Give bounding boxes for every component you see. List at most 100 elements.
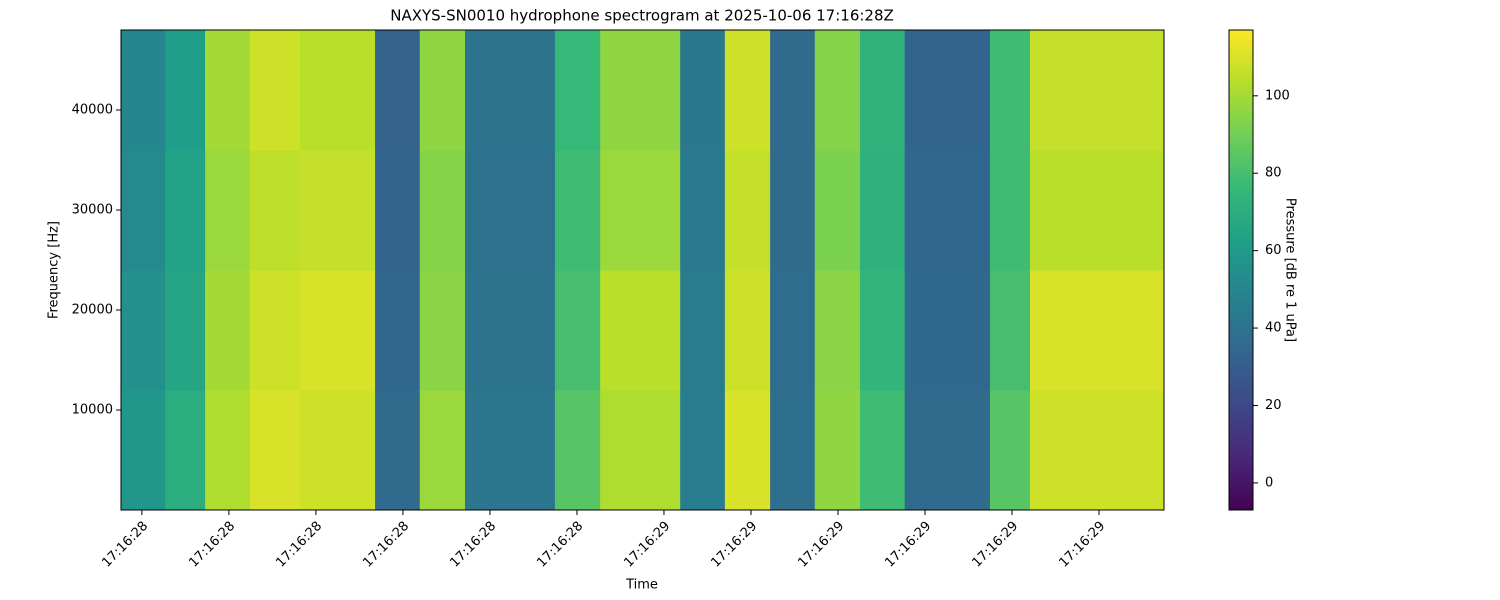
heatmap-cell [814,390,861,511]
heatmap-cell [165,270,206,391]
heatmap-cell [554,390,601,511]
heatmap-cell [989,30,1031,151]
y-tick-label: 20000 [72,303,113,318]
x-tick-label: 17:16:29 [882,519,934,571]
heatmap-cell [464,270,556,391]
heatmap-cell [904,270,991,391]
heatmap-cell [904,390,991,511]
heatmap-cell [375,30,421,151]
x-tick-label: 17:16:28 [360,519,412,571]
heatmap-cell [770,30,816,151]
heatmap-cell [419,390,466,511]
heatmap-cell [419,270,466,391]
heatmap-cell [419,30,466,151]
heatmap-cell [770,270,816,391]
chart-title: NAXYS-SN0010 hydrophone spectrogram at 2… [390,7,894,25]
heatmap-cell [724,390,771,511]
heatmap-cell [205,390,251,511]
x-tick-label: 17:16:29 [708,519,760,571]
heatmap-cell [299,150,376,271]
y-tick-label: 40000 [72,103,113,118]
heatmap-cell [600,390,681,511]
colorbar-tick-label: 80 [1265,166,1282,181]
heatmap-cell [205,30,251,151]
heatmap-cell [724,30,771,151]
x-tick-label: 17:16:28 [447,519,499,571]
colorbar [1229,30,1253,510]
heatmap-cell [860,150,906,271]
heatmap-cell [554,270,601,391]
x-tick-label: 17:16:28 [186,519,238,571]
heatmap-cell [121,390,166,511]
colorbar-tick-label: 60 [1265,243,1282,258]
heatmap-cell [860,390,906,511]
plot-frame [120,29,1165,511]
x-tick-label: 17:16:28 [273,519,325,571]
x-axis-label: Time [625,578,658,593]
heatmap-cell [770,390,816,511]
heatmap-cell [165,390,206,511]
heatmap-cell [1029,270,1165,391]
heatmap-cell [989,390,1031,511]
heatmap-cell [165,30,206,151]
heatmap-cell [680,390,726,511]
heatmap-cell [464,150,556,271]
heatmap-cell [299,30,376,151]
heatmap-cell [249,390,301,511]
heatmap-cell [464,390,556,511]
y-axis-label: Frequency [Hz] [47,221,62,319]
heatmap-cell [1029,30,1165,151]
colorbar-tick-label: 0 [1265,475,1273,490]
heatmap-cell [1029,150,1165,271]
heatmap-cell [989,270,1031,391]
heatmap-cell [249,270,301,391]
heatmap-cell [989,150,1031,271]
colorbar-frame [1228,29,1254,511]
heatmap-cell [375,150,421,271]
heatmap-cell [554,150,601,271]
heatmap-cell [299,390,376,511]
heatmap-cell [121,150,166,271]
colorbar-label: Pressure [dB re 1 uPa] [1283,198,1298,342]
heatmap-cell [419,150,466,271]
heatmap-cell [904,30,991,151]
heatmap-cell [205,270,251,391]
heatmap-cell [205,150,251,271]
heatmap-cell [814,150,861,271]
heatmap-cell [680,270,726,391]
heatmap-cell [249,30,301,151]
heatmap-cell [121,30,166,151]
heatmap-cell [814,30,861,151]
colorbar-tick-label: 20 [1265,398,1282,413]
heatmap-cell [904,150,991,271]
heatmap-cell [464,30,556,151]
colorbar-tick-label: 40 [1265,321,1282,336]
heatmap-cell [375,390,421,511]
heatmap-cell [770,150,816,271]
heatmap-cell [600,30,681,151]
heatmap-cell [600,150,681,271]
heatmap-cell [121,270,166,391]
x-tick-label: 17:16:29 [1056,519,1108,571]
heatmap-cell [249,150,301,271]
heatmap-cell [814,270,861,391]
heatmap-cell [860,270,906,391]
heatmap-cell [724,150,771,271]
heatmap-cell [680,30,726,151]
x-tick-label: 17:16:28 [534,519,586,571]
heatmap-cell [554,30,601,151]
y-tick-label: 10000 [72,403,113,418]
x-tick-label: 17:16:28 [99,519,151,571]
heatmap [121,30,1165,511]
heatmap-cell [165,150,206,271]
x-tick-label: 17:16:29 [969,519,1021,571]
colorbar-tick-label: 100 [1265,88,1290,103]
heatmap-cell [1029,390,1165,511]
x-tick-label: 17:16:29 [795,519,847,571]
heatmap-cell [860,30,906,151]
heatmap-cell [724,270,771,391]
y-tick-label: 30000 [72,203,113,218]
heatmap-cell [680,150,726,271]
heatmap-cell [375,270,421,391]
